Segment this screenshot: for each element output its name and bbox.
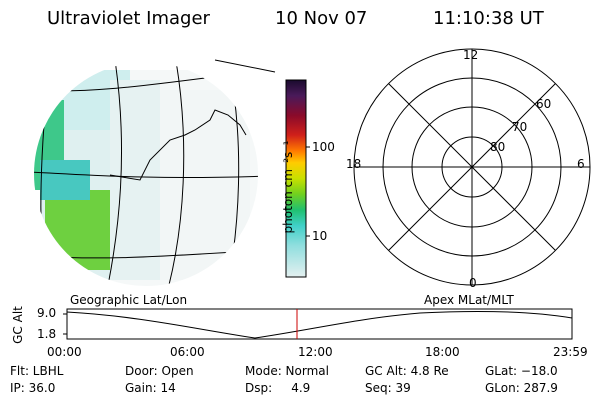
polar-caption: Apex MLat/MLT xyxy=(424,293,514,307)
colorbar-tick-10: 10 xyxy=(312,229,328,243)
status-ip: IP: 36.0 xyxy=(10,381,56,395)
instrument-title: Ultraviolet Imager xyxy=(47,8,210,29)
time-label: 11:10:38 UT xyxy=(433,8,544,29)
map-caption: Geographic Lat/Lon xyxy=(70,293,188,307)
altitude-timeline xyxy=(63,308,573,340)
status-glat: GLat: −18.0 xyxy=(485,364,558,378)
timeline-xtick-1800: 18:00 xyxy=(425,345,460,359)
status-filter: Flt: LBHL xyxy=(10,364,64,378)
lat-label-60: 60 xyxy=(536,97,552,111)
uv-speckle xyxy=(34,70,258,286)
timeline-ytick-9: 9.0 xyxy=(37,306,57,320)
status-mode: Mode: Normal xyxy=(245,364,329,378)
timeline-xtick-1200: 12:00 xyxy=(298,345,333,359)
status-dsp: Dsp: 4.9 xyxy=(245,381,311,395)
timeline-xtick-0000: 00:00 xyxy=(47,345,82,359)
lat-label-70: 70 xyxy=(512,120,528,134)
status-gc-alt: GC Alt: 4.8 Re xyxy=(365,364,449,378)
timeline-ytick-1.8: 1.8 xyxy=(37,327,57,341)
mlt-label-12: 12 xyxy=(463,48,479,62)
date-label: 10 Nov 07 xyxy=(275,8,368,29)
status-seq: Seq: 39 xyxy=(365,381,411,395)
timeline-xtick-2359: 23:59 xyxy=(553,345,588,359)
status-gain: Gain: 14 xyxy=(125,381,176,395)
status-glon: GLon: 287.9 xyxy=(485,381,558,395)
colorbar xyxy=(285,79,310,278)
colorbar-tick-100: 100 xyxy=(312,140,335,154)
mlt-label-6: 6 xyxy=(577,157,585,171)
colorbar-unit-label: photon cm⁻²s⁻¹ xyxy=(281,140,295,234)
lat-label-80: 80 xyxy=(490,140,506,154)
mlt-label-18: 18 xyxy=(346,157,362,171)
geographic-map xyxy=(34,59,276,286)
timeline-xtick-0600: 06:00 xyxy=(170,345,205,359)
mlt-label-0: 0 xyxy=(469,276,477,290)
timeline-axis-title: GC Alt xyxy=(11,306,25,344)
polar-plot xyxy=(353,48,591,286)
status-door: Door: Open xyxy=(125,364,194,378)
